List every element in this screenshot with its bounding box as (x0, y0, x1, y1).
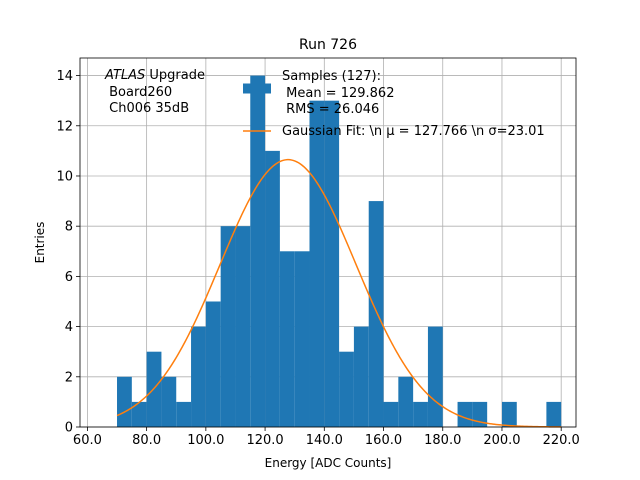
histogram-bar (191, 326, 206, 427)
histogram-bar (383, 401, 399, 427)
histogram-bars (117, 75, 562, 428)
gaussian-fit-curve (116, 158, 562, 428)
histogram-bar (413, 401, 428, 427)
annotation-line-2: Board260 (105, 85, 172, 100)
legend-hist-line-2: Mean = 129.862 (282, 86, 394, 101)
histogram-bar (427, 326, 443, 427)
annotation-line-1: ATLAS Upgrade (104, 68, 205, 83)
histogram-bar (501, 401, 517, 427)
x-axis-ticks: 60.0 80.0 100.0 120.0 140.0 160.0 180.0 200.0 22… (73, 427, 580, 448)
histogram-bar (294, 251, 310, 427)
y-tick-label-1: 2 (65, 370, 73, 385)
histogram-bar (265, 150, 280, 427)
histogram-bar (324, 100, 340, 428)
histogram-bar (131, 401, 147, 427)
x-tick-label-6: 180.0 (424, 433, 461, 448)
legend-histogram-swatch (243, 81, 271, 96)
histogram-bar (176, 401, 192, 427)
histogram-bar (398, 376, 414, 427)
histogram-bar (279, 251, 295, 427)
x-tick-label-7: 200.0 (483, 433, 520, 448)
histogram-bar (205, 301, 221, 427)
y-tick-label-0: 0 (65, 421, 73, 436)
x-tick-label-3: 120.0 (246, 433, 283, 448)
histogram-bar (546, 401, 562, 427)
y-tick-label-2: 4 (65, 320, 73, 335)
x-tick-label-2: 100.0 (187, 433, 224, 448)
plot-frame (79, 57, 577, 428)
x-tick-label-4: 140.0 (306, 433, 343, 448)
y-axis-label: Entries (33, 222, 47, 264)
annotation-line-3: Ch006 35dB (105, 101, 189, 116)
y-tick-label-3: 6 (65, 270, 73, 285)
y-tick-label-4: 8 (65, 220, 73, 235)
histogram-bar (457, 401, 473, 427)
histogram-bar (353, 326, 369, 427)
histogram-bar (368, 201, 384, 427)
histogram-bar (235, 226, 251, 427)
chart-title: Run 726 (299, 37, 357, 53)
histogram-bar (250, 75, 266, 428)
histogram-bar (339, 351, 354, 427)
x-tick-label-1: 80.0 (132, 433, 161, 448)
x-tick-label-0: 60.0 (73, 433, 102, 448)
legend-hist-line-3: RMS = 26.046 (282, 102, 379, 117)
histogram-bar (309, 100, 325, 428)
legend-hist-line-1: Samples (127): (282, 69, 381, 84)
histogram-bar (161, 376, 177, 427)
x-tick-label-8: 220.0 (543, 433, 580, 448)
y-axis-ticks: 0 2 4 6 8 10 12 14 (56, 69, 80, 436)
legend: Samples (127): Mean = 129.862 RMS = 26.0… (243, 69, 545, 139)
y-tick-label-5: 10 (56, 169, 73, 184)
y-tick-label-7: 14 (56, 69, 73, 84)
atlas-annotation: ATLAS Upgrade Board260 Ch006 35dB (104, 68, 205, 116)
annotation-upgrade: Upgrade (145, 68, 205, 83)
x-axis-label: Energy [ADC Counts] (265, 456, 392, 470)
annotation-atlas: ATLAS (104, 68, 145, 83)
legend-fit-label: Gaussian Fit: \n μ = 127.766 \n σ=23.01 (282, 124, 545, 139)
histogram-bar (220, 226, 236, 427)
x-tick-label-5: 160.0 (365, 433, 402, 448)
y-tick-label-6: 12 (56, 119, 73, 134)
histogram-bar (117, 376, 132, 427)
